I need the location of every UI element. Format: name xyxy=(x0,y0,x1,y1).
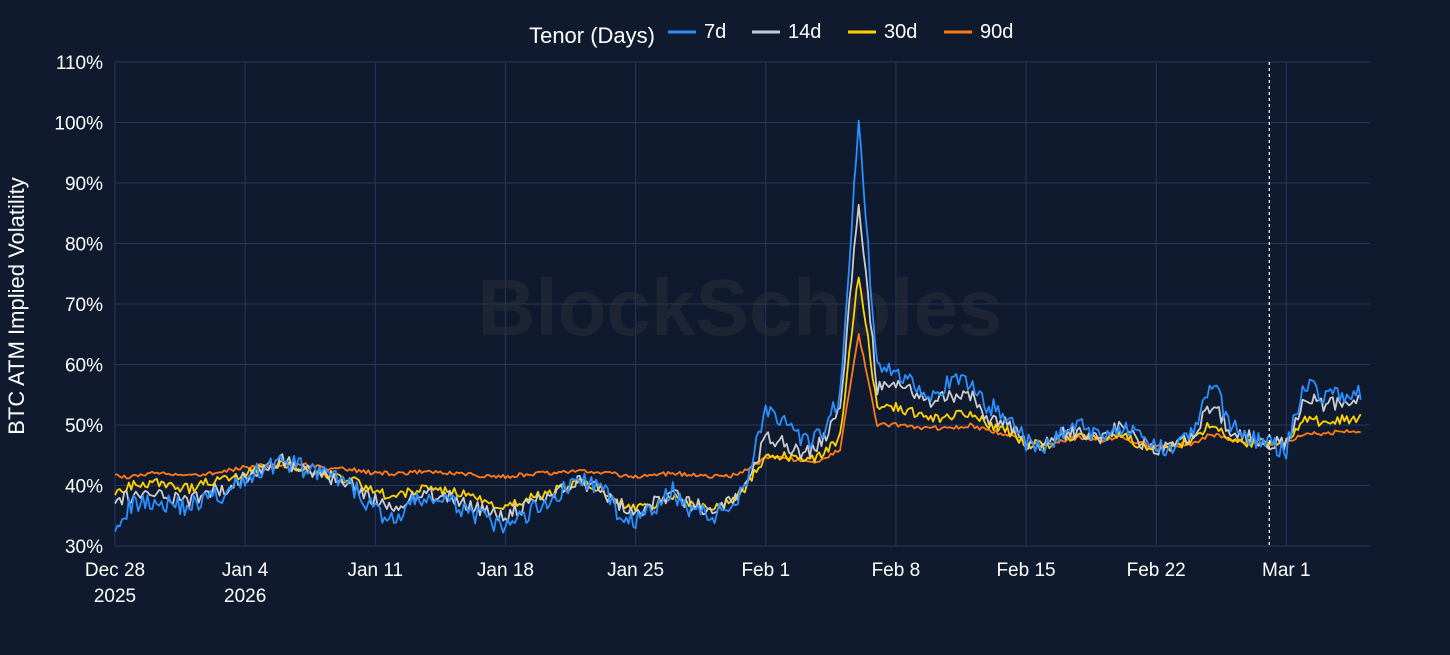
y-tick-label: 100% xyxy=(54,114,103,135)
x-tick-label: Jan 11 xyxy=(347,560,403,581)
x-tick-label: Jan 18 xyxy=(477,560,534,581)
series-line-7d xyxy=(114,119,1362,534)
x-tick-label: Mar 1 xyxy=(1262,560,1311,581)
x-tick-sublabel: 2025 xyxy=(94,586,136,607)
watermark-text: BlockScholes xyxy=(478,263,1003,352)
legend-item-7d[interactable]: 7d xyxy=(704,21,726,43)
legend-item-30d[interactable]: 30d xyxy=(884,21,917,43)
y-tick-label: 90% xyxy=(65,174,103,195)
legend-title: Tenor (Days) xyxy=(529,23,655,48)
y-tick-label: 50% xyxy=(65,416,103,437)
x-tick-label: Jan 25 xyxy=(607,560,664,581)
y-tick-label: 70% xyxy=(65,295,103,316)
x-tick-label: Feb 8 xyxy=(872,560,921,581)
x-tick-label: Feb 22 xyxy=(1127,560,1186,581)
legend[interactable]: Tenor (Days) 7d 14d 30d 90d xyxy=(529,21,1013,48)
grid-layer xyxy=(114,61,1370,547)
axis-layer: 30% 40% 50% 60% 70% 80% 90% 100% 110% Dec 28 2025 J… xyxy=(54,53,1310,607)
x-tick-label: Dec 28 xyxy=(85,560,145,581)
y-tick-label: 60% xyxy=(65,356,103,377)
y-tick-label: 40% xyxy=(65,477,103,498)
y-tick-label: 110% xyxy=(56,53,103,74)
x-tick-sublabel: 2026 xyxy=(224,586,266,607)
legend-item-90d[interactable]: 90d xyxy=(980,21,1013,43)
legend-item-14d[interactable]: 14d xyxy=(788,21,821,43)
y-tick-label: 30% xyxy=(65,537,103,558)
x-tick-label: Jan 4 xyxy=(222,560,269,581)
x-tick-label: Feb 15 xyxy=(996,560,1055,581)
y-axis-label: BTC ATM Implied Volatility xyxy=(4,177,29,435)
x-tick-label: Feb 1 xyxy=(741,560,790,581)
y-tick-label: 80% xyxy=(65,235,103,256)
series-layer xyxy=(114,119,1362,534)
series-line-90d xyxy=(115,333,1361,480)
